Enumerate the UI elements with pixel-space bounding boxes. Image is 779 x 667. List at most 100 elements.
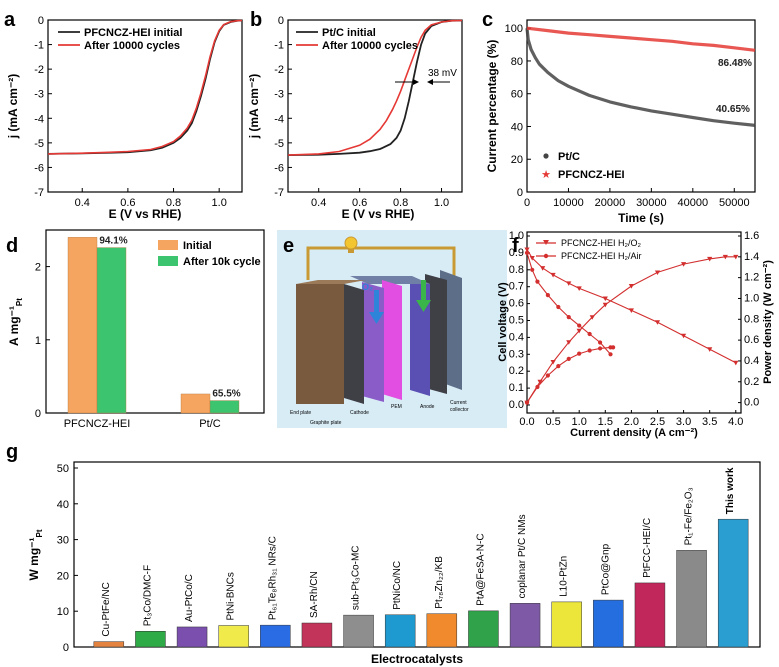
tick-label-x: 1.5 bbox=[598, 416, 613, 428]
tick-label-y: -3 bbox=[274, 89, 284, 101]
data-point bbox=[577, 323, 582, 328]
tick-label-x: 0.4 bbox=[75, 197, 90, 209]
data-point bbox=[566, 281, 572, 286]
data-point bbox=[602, 302, 608, 308]
tick-label-x: 20000 bbox=[595, 197, 626, 209]
category-label: Pt₃Co/DMC-F bbox=[142, 565, 153, 626]
bar bbox=[260, 624, 291, 648]
bar bbox=[67, 237, 98, 414]
data-point bbox=[524, 247, 530, 253]
data-point bbox=[550, 272, 556, 278]
tick-label-y: 2 bbox=[35, 262, 41, 274]
bar bbox=[676, 550, 707, 648]
legend-marker: ★ bbox=[541, 169, 551, 181]
data-label: 94.1% bbox=[99, 236, 127, 247]
tick-label-y: -7 bbox=[34, 187, 44, 199]
tick-label-x: 0.6 bbox=[120, 197, 135, 209]
tick-label-y2: 1.0 bbox=[744, 292, 759, 304]
category-label: PtCo@Gnp bbox=[600, 543, 611, 595]
tick-label-y: -5 bbox=[274, 138, 284, 150]
bar bbox=[343, 614, 374, 648]
panel-label-b: b bbox=[250, 9, 262, 31]
data-point bbox=[587, 331, 592, 337]
data-point bbox=[611, 345, 616, 350]
tick-label-y: -1 bbox=[34, 40, 44, 52]
legend-marker bbox=[543, 240, 549, 245]
legend-entry: Pt/C initial bbox=[322, 27, 376, 39]
tick-label-y2: 1.4 bbox=[744, 251, 759, 263]
data-point bbox=[576, 328, 582, 334]
tick-label-x: 10000 bbox=[553, 197, 584, 209]
anode-layer bbox=[410, 276, 430, 396]
tick-label-y: 0.0 bbox=[509, 399, 524, 411]
data-point bbox=[602, 296, 608, 302]
data-point bbox=[566, 340, 572, 345]
tick-label-y: 80 bbox=[511, 56, 523, 68]
category-label: Au-PtCo/C bbox=[184, 574, 195, 622]
panel-b: b 0.4 0.6 0.8 1.0 0 -1 -2 -3 -4 -5 -6 -7… bbox=[247, 9, 463, 221]
bar bbox=[384, 614, 416, 648]
tick-label-x: 0.8 bbox=[393, 197, 408, 209]
data-point bbox=[680, 333, 687, 339]
arrowhead-icon bbox=[413, 79, 419, 85]
data-point bbox=[530, 267, 535, 272]
data-point bbox=[535, 279, 540, 284]
y-axis-label: W mg⁻¹Pt bbox=[27, 529, 44, 580]
tick-label-x: 4.0 bbox=[728, 416, 743, 428]
bar bbox=[634, 582, 666, 648]
shift-arrows bbox=[395, 79, 450, 85]
tick-label-y: 40 bbox=[57, 499, 69, 511]
y-axis-label-main: W mg⁻¹ bbox=[27, 538, 41, 581]
data-point bbox=[529, 255, 535, 261]
y-axis-label: Cell voltage (V) bbox=[497, 282, 509, 362]
tick-label-y: -3 bbox=[34, 89, 44, 101]
data-point bbox=[589, 315, 595, 320]
data-point bbox=[524, 250, 530, 255]
tick-label-y: 1.0 bbox=[509, 230, 524, 242]
data-point bbox=[535, 384, 540, 390]
tick-label-x: 30000 bbox=[636, 197, 667, 209]
y-axis-label-group: A mg⁻¹Pt bbox=[7, 298, 24, 346]
schematic-label: Cathode bbox=[350, 410, 369, 416]
tick-label-y: 0.1 bbox=[509, 382, 524, 394]
data-point bbox=[556, 304, 561, 310]
data-point bbox=[733, 360, 739, 366]
data-label: 86.48% bbox=[718, 58, 752, 69]
tick-label-x: 0.8 bbox=[166, 197, 181, 209]
tick-label-y: 0 bbox=[35, 408, 41, 420]
tick-label-x: 0.0 bbox=[519, 416, 534, 428]
plot-frame bbox=[73, 461, 761, 648]
panel-label-a: a bbox=[4, 9, 16, 31]
tick-label-y: 0.7 bbox=[509, 281, 524, 293]
tick-label-y2: 1.2 bbox=[744, 272, 759, 284]
x-axis-label: Time (s) bbox=[618, 211, 664, 225]
bar bbox=[301, 622, 333, 648]
data-point bbox=[566, 356, 571, 361]
tick-label-x: 1.0 bbox=[434, 197, 449, 209]
tick-label-y2: 0.8 bbox=[744, 313, 759, 325]
category-label: PtA@FeSA-N-C bbox=[475, 533, 486, 605]
category-label: PtNiCo/NC bbox=[392, 561, 403, 610]
data-point bbox=[524, 400, 530, 405]
tick-label-y2: 0.2 bbox=[744, 376, 759, 388]
legend-swatch bbox=[158, 256, 178, 266]
legend-marker bbox=[543, 153, 549, 159]
series-line bbox=[526, 26, 756, 52]
bar bbox=[180, 393, 211, 414]
bar bbox=[93, 641, 125, 648]
data-point bbox=[680, 262, 687, 267]
series-line bbox=[526, 346, 614, 403]
bar bbox=[551, 601, 582, 648]
data-point bbox=[576, 286, 582, 291]
data-point bbox=[722, 254, 728, 260]
tick-label-y2: 1.6 bbox=[744, 230, 759, 242]
series-line bbox=[287, 19, 463, 156]
data-point bbox=[628, 283, 634, 289]
tick-label-y: 0.8 bbox=[509, 264, 524, 276]
data-point bbox=[550, 359, 556, 365]
tick-label-y2: 0.4 bbox=[744, 355, 759, 367]
tick-label-y: -2 bbox=[34, 64, 44, 76]
bar bbox=[468, 610, 499, 648]
data-label: 65.5% bbox=[212, 389, 240, 400]
y-axis-label-group: W mg⁻¹Pt bbox=[27, 529, 44, 580]
